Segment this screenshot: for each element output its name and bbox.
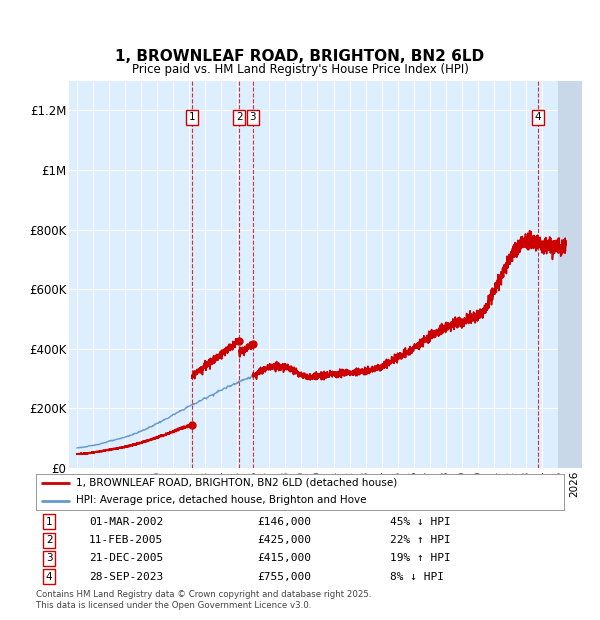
Text: £425,000: £425,000 — [258, 535, 312, 545]
Text: 4: 4 — [535, 112, 541, 122]
Text: 22% ↑ HPI: 22% ↑ HPI — [390, 535, 451, 545]
Text: HPI: Average price, detached house, Brighton and Hove: HPI: Average price, detached house, Brig… — [76, 495, 366, 505]
Text: 1, BROWNLEAF ROAD, BRIGHTON, BN2 6LD: 1, BROWNLEAF ROAD, BRIGHTON, BN2 6LD — [115, 49, 485, 64]
Text: 8% ↓ HPI: 8% ↓ HPI — [390, 572, 444, 582]
Text: Contains HM Land Registry data © Crown copyright and database right 2025.
This d: Contains HM Land Registry data © Crown c… — [36, 590, 371, 609]
Text: 1: 1 — [46, 517, 53, 527]
Text: 19% ↑ HPI: 19% ↑ HPI — [390, 554, 451, 564]
Text: 11-FEB-2005: 11-FEB-2005 — [89, 535, 163, 545]
Text: Price paid vs. HM Land Registry's House Price Index (HPI): Price paid vs. HM Land Registry's House … — [131, 63, 469, 76]
Text: 01-MAR-2002: 01-MAR-2002 — [89, 517, 163, 527]
Text: 1, BROWNLEAF ROAD, BRIGHTON, BN2 6LD (detached house): 1, BROWNLEAF ROAD, BRIGHTON, BN2 6LD (de… — [76, 477, 397, 487]
Text: 21-DEC-2005: 21-DEC-2005 — [89, 554, 163, 564]
Text: £415,000: £415,000 — [258, 554, 312, 564]
Text: 2: 2 — [236, 112, 242, 122]
Bar — [558, 81, 598, 468]
Text: 4: 4 — [46, 572, 53, 582]
Text: 1: 1 — [188, 112, 195, 122]
Text: 3: 3 — [250, 112, 256, 122]
Text: 45% ↓ HPI: 45% ↓ HPI — [390, 517, 451, 527]
Text: 3: 3 — [46, 554, 53, 564]
Text: 28-SEP-2023: 28-SEP-2023 — [89, 572, 163, 582]
Text: 2: 2 — [46, 535, 53, 545]
Text: £755,000: £755,000 — [258, 572, 312, 582]
Text: £146,000: £146,000 — [258, 517, 312, 527]
